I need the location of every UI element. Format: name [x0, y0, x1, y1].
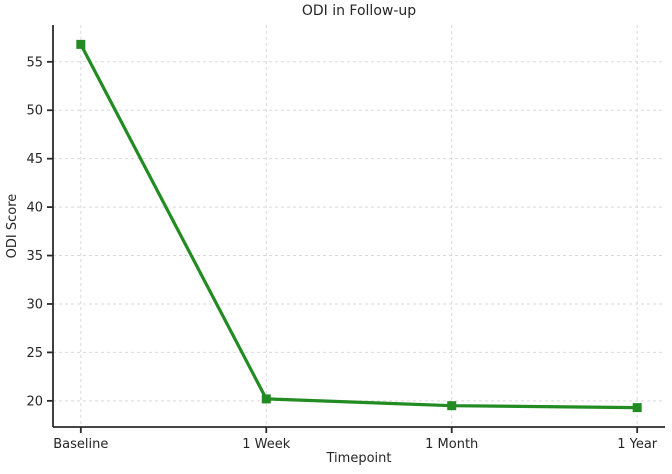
- x-tick-label: 1 Year: [617, 437, 658, 452]
- data-point-marker: [261, 394, 271, 404]
- series-line: [79, 42, 639, 410]
- data-point-marker: [447, 401, 457, 411]
- x-tick-label: Baseline: [53, 437, 108, 452]
- chart-title: ODI in Follow-up: [301, 3, 417, 19]
- y-tick-label: 55: [26, 55, 43, 70]
- y-tick-label: 20: [26, 394, 43, 409]
- x-tick-label: 1 Week: [242, 437, 290, 452]
- x-tick-label: 1 Month: [425, 437, 478, 452]
- data-point-marker: [632, 403, 642, 413]
- y-tick-label: 50: [26, 104, 43, 119]
- y-tick-label: 35: [26, 249, 43, 264]
- y-tick-label: 45: [26, 152, 43, 167]
- y-tick-label: 40: [26, 201, 43, 216]
- x-axis-label: Timepoint: [326, 451, 392, 466]
- y-axis-label: ODI Score: [5, 193, 20, 259]
- y-tick-label: 30: [26, 297, 43, 312]
- data-point-marker: [76, 39, 86, 49]
- y-tick-label: 25: [26, 346, 43, 361]
